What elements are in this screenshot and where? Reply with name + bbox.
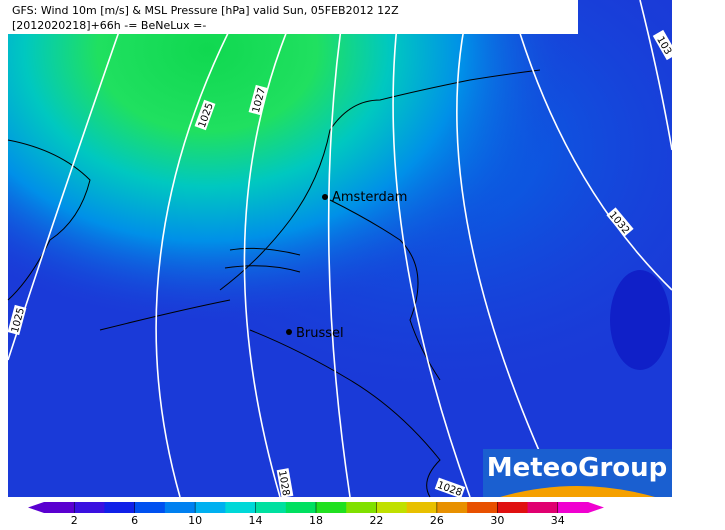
colorbar-tick-label: 34: [551, 514, 565, 526]
colorbar-segment: [134, 502, 166, 513]
border: [99, 299, 441, 498]
subtitle: [2012020218]+66h -= BeNeLux =-: [12, 19, 206, 32]
colorbar-tick-label: 10: [188, 514, 202, 526]
isobar-label-bg: [276, 468, 294, 498]
title: GFS: Wind 10m [m/s] & MSL Pressure [hPa]…: [12, 4, 399, 17]
isobar-label: 1028: [276, 470, 291, 497]
isobar: [243, 0, 301, 498]
colorbar-tick-label: 18: [309, 514, 323, 526]
isobar: [155, 0, 246, 498]
colorbar-segment: [74, 502, 105, 513]
colorbar-tick-label: 22: [369, 514, 383, 526]
isobar: [456, 0, 561, 498]
colorbar-segment: [164, 502, 196, 513]
colorbar-segment: [436, 502, 468, 513]
isobar-label-bg: [248, 84, 268, 116]
isobars: [7, 0, 673, 498]
colorbar-segment: [406, 502, 438, 513]
coastline: [219, 69, 541, 291]
colorbar-segment: [497, 502, 529, 513]
isobar-label-bg: [606, 207, 634, 237]
title-box: [8, 0, 578, 34]
coastline: [7, 69, 541, 498]
isobar: [327, 0, 351, 498]
colorbar-segment: [557, 502, 589, 513]
coastline: [224, 247, 301, 273]
colorbar-segment: [44, 502, 75, 513]
colorbar-tick-label: 14: [249, 514, 263, 526]
colorbar-arrow: [28, 502, 44, 513]
city-label: Brussel: [296, 326, 344, 341]
border: [329, 199, 441, 381]
colorbar-tick-label: 26: [430, 514, 444, 526]
colorbar-tick-label: 30: [490, 514, 504, 526]
isobar: [509, 0, 673, 291]
isobar-label-bg: [434, 477, 466, 499]
city-dot: [286, 329, 292, 335]
colorbar-segment: [467, 502, 498, 513]
colorbar-segment: [376, 502, 408, 513]
isobar-label-bg: [7, 304, 27, 336]
colorbar-segment: [346, 502, 377, 513]
isobar-label-bg: [652, 29, 678, 61]
colorbar-segment: [285, 502, 317, 513]
colorbar-tick-label: 6: [131, 514, 138, 526]
isobar: [392, 0, 471, 498]
coastline: [7, 139, 91, 301]
colorbar-arrow: [588, 502, 604, 513]
isobar-label-bg: [194, 99, 216, 131]
colorbar-segment: [195, 502, 226, 513]
isobar-label-group: 1028: [276, 468, 294, 498]
colorbar-tick-label: 2: [71, 514, 78, 526]
logo: MeteoGroup: [487, 453, 668, 483]
colorbar-segment: [225, 502, 257, 513]
city-label: Amsterdam: [332, 190, 407, 205]
colorbar-segment: [255, 502, 287, 513]
wind-field: [610, 270, 670, 370]
colorbar-segment: [104, 502, 136, 513]
city-dot: [322, 194, 328, 200]
colorbar-segment: [527, 502, 559, 513]
colorbar-segment: [316, 502, 347, 513]
logo-arc: [500, 486, 655, 497]
isobar: [639, 0, 673, 151]
